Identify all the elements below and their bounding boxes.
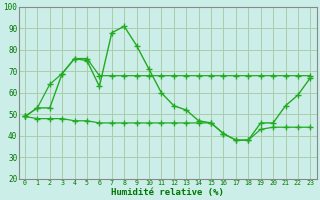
X-axis label: Humidité relative (%): Humidité relative (%) [111,188,224,197]
